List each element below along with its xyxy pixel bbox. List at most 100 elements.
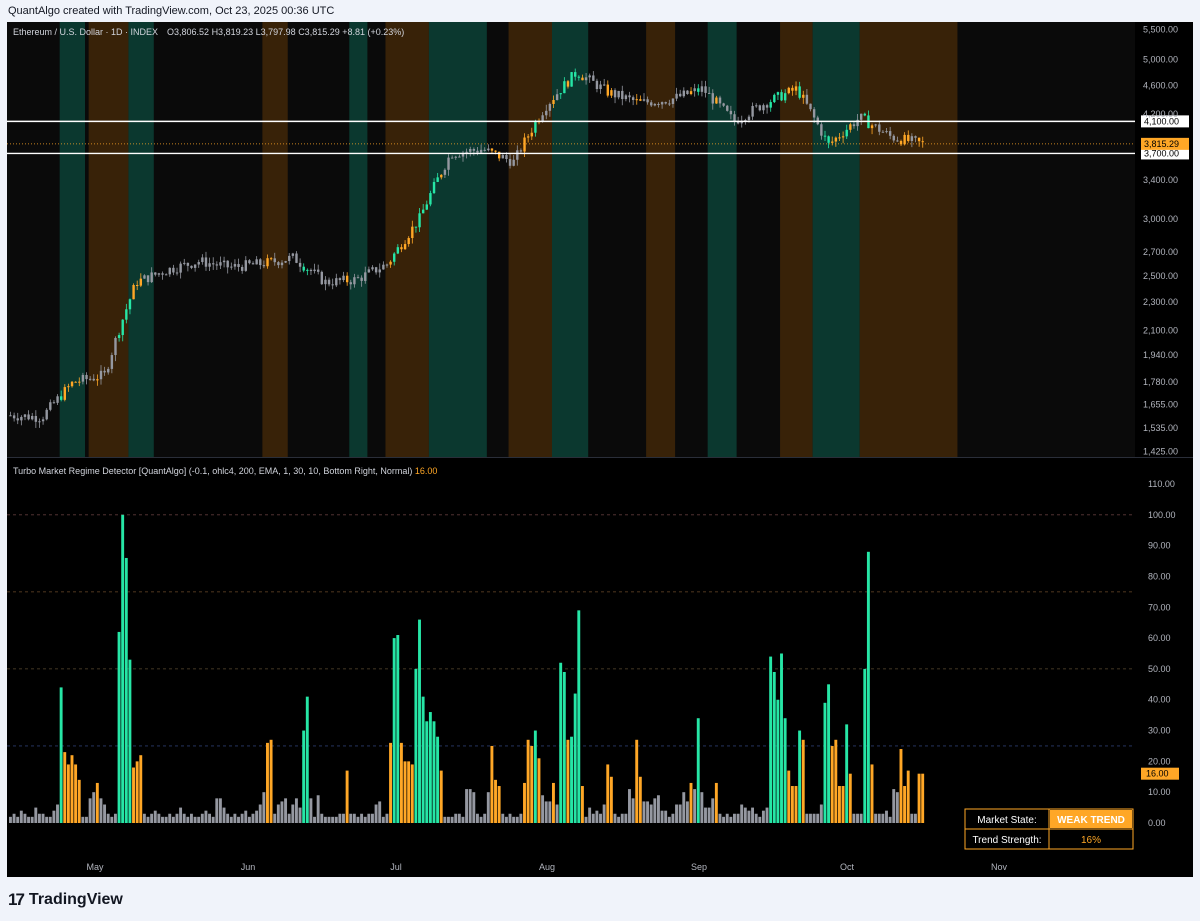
candle-body: [20, 416, 23, 421]
chart-svg[interactable]: 4,100.00 3,700.003,815.29 Ethereum / U.S.…: [7, 22, 1193, 877]
indicator-bar: [439, 770, 443, 823]
regime-band: [508, 22, 552, 457]
indicator-bar: [566, 739, 570, 823]
indicator-bar: [9, 816, 12, 823]
indicator-bar: [139, 755, 143, 823]
indicator-axis[interactable]: 110.00 100.00 90.00 80.00 70.00 60.00 50.00 40.…: [1141, 479, 1179, 828]
indicator-bar: [193, 816, 197, 823]
candle-body: [903, 134, 906, 145]
trend-strength-value: 16%: [1081, 835, 1101, 846]
candle-body: [443, 169, 447, 175]
indicator-bar: [649, 804, 653, 823]
candle-body: [747, 116, 751, 121]
candle-body: [805, 94, 809, 104]
candle-body: [878, 124, 881, 132]
indicator-bar: [620, 813, 624, 823]
indicator-bar: [190, 813, 193, 823]
indicator-bar: [841, 786, 845, 823]
indicator-bar: [457, 813, 461, 823]
candle-body: [450, 157, 454, 159]
candle-body: [132, 284, 135, 300]
candle-body: [164, 274, 168, 276]
candle-body: [197, 262, 200, 265]
candle-body: [552, 99, 555, 104]
market-state-label: Market State:: [977, 815, 1036, 826]
indicator-bar: [533, 730, 537, 823]
candle-body: [653, 103, 657, 106]
indicator-bar: [389, 742, 392, 823]
candle-body: [407, 238, 410, 245]
candle-body: [454, 156, 457, 158]
candle-body: [230, 266, 233, 268]
tradingview-footer[interactable]: 17 TradingView: [8, 889, 123, 911]
candle-body: [183, 262, 186, 264]
price-axis[interactable]: 5,500.00 5,000.00 4,600.00 4,200.00 3,400.00…: [1143, 25, 1178, 457]
indicator-bar: [164, 816, 168, 823]
candle-body: [726, 105, 729, 111]
candle-body: [700, 86, 704, 92]
candle-body: [602, 84, 606, 86]
indicator-bar: [845, 724, 849, 823]
candle-body: [697, 88, 700, 92]
candle-body: [863, 113, 867, 116]
time-axis[interactable]: May Jun Jul Aug Sep Oct Nov: [86, 862, 1007, 872]
candle-body: [418, 213, 421, 228]
candle-body: [143, 275, 146, 279]
regime-band: [646, 22, 676, 457]
candle-body: [309, 269, 313, 272]
candle-body: [628, 95, 631, 98]
candle-body: [483, 149, 486, 151]
candle-body: [41, 419, 45, 422]
indicator-bar: [678, 804, 682, 823]
candle-body: [161, 273, 164, 275]
price-tick-label: 2,100.00: [1143, 325, 1178, 335]
indicator-bar: [747, 810, 751, 823]
candle-body: [888, 131, 892, 136]
candle-body: [208, 263, 211, 267]
candle-body: [222, 260, 226, 263]
indicator-bar: [877, 813, 881, 823]
candle-body: [85, 374, 88, 380]
candle-body: [519, 150, 523, 152]
indicator-bar: [45, 816, 49, 823]
candle-body: [414, 226, 418, 228]
indicator-bar: [667, 816, 671, 823]
indicator-legend[interactable]: Turbo Market Regime Detector [QuantAlgo]…: [13, 466, 437, 476]
indicator-bar: [414, 668, 418, 823]
indicator-bar: [809, 813, 812, 823]
candle-body: [49, 402, 52, 410]
candle-body: [689, 91, 693, 95]
indicator-bar: [70, 755, 74, 823]
candle-body: [762, 105, 765, 111]
candle-body: [179, 263, 182, 273]
candle-body: [393, 253, 396, 262]
indicator-bar: [899, 749, 903, 823]
candle-body: [291, 253, 295, 256]
indicator-bar: [418, 619, 421, 823]
indicator-histogram: [9, 514, 925, 823]
indicator-bar: [95, 782, 99, 823]
indicator-bar: [740, 804, 744, 823]
candle-body: [186, 262, 190, 266]
indicator-bar: [751, 807, 754, 823]
indicator-bar: [461, 816, 465, 823]
candle-body: [378, 269, 381, 273]
candle-body: [251, 263, 255, 265]
regime-band: [349, 22, 368, 457]
indicator-bar: [827, 684, 831, 823]
level-label-lower: 3,700.00: [1144, 148, 1179, 158]
price-tick-label: 1,780.00: [1143, 377, 1178, 387]
candle-body: [910, 136, 914, 141]
indicator-bar: [834, 739, 838, 823]
chart-area[interactable]: 4,100.00 3,700.00 3,815.29 Ethereum / U.S.…: [7, 22, 1193, 877]
candle-body: [107, 368, 110, 373]
indicator-bar: [74, 764, 78, 823]
indicator-bar: [733, 813, 736, 823]
candle-body: [12, 415, 16, 419]
indicator-tick-label: 20.00: [1148, 756, 1171, 766]
indicator-bar: [885, 810, 888, 823]
candle-body: [831, 141, 834, 143]
candle-body: [729, 110, 733, 115]
price-candles: [9, 68, 924, 428]
